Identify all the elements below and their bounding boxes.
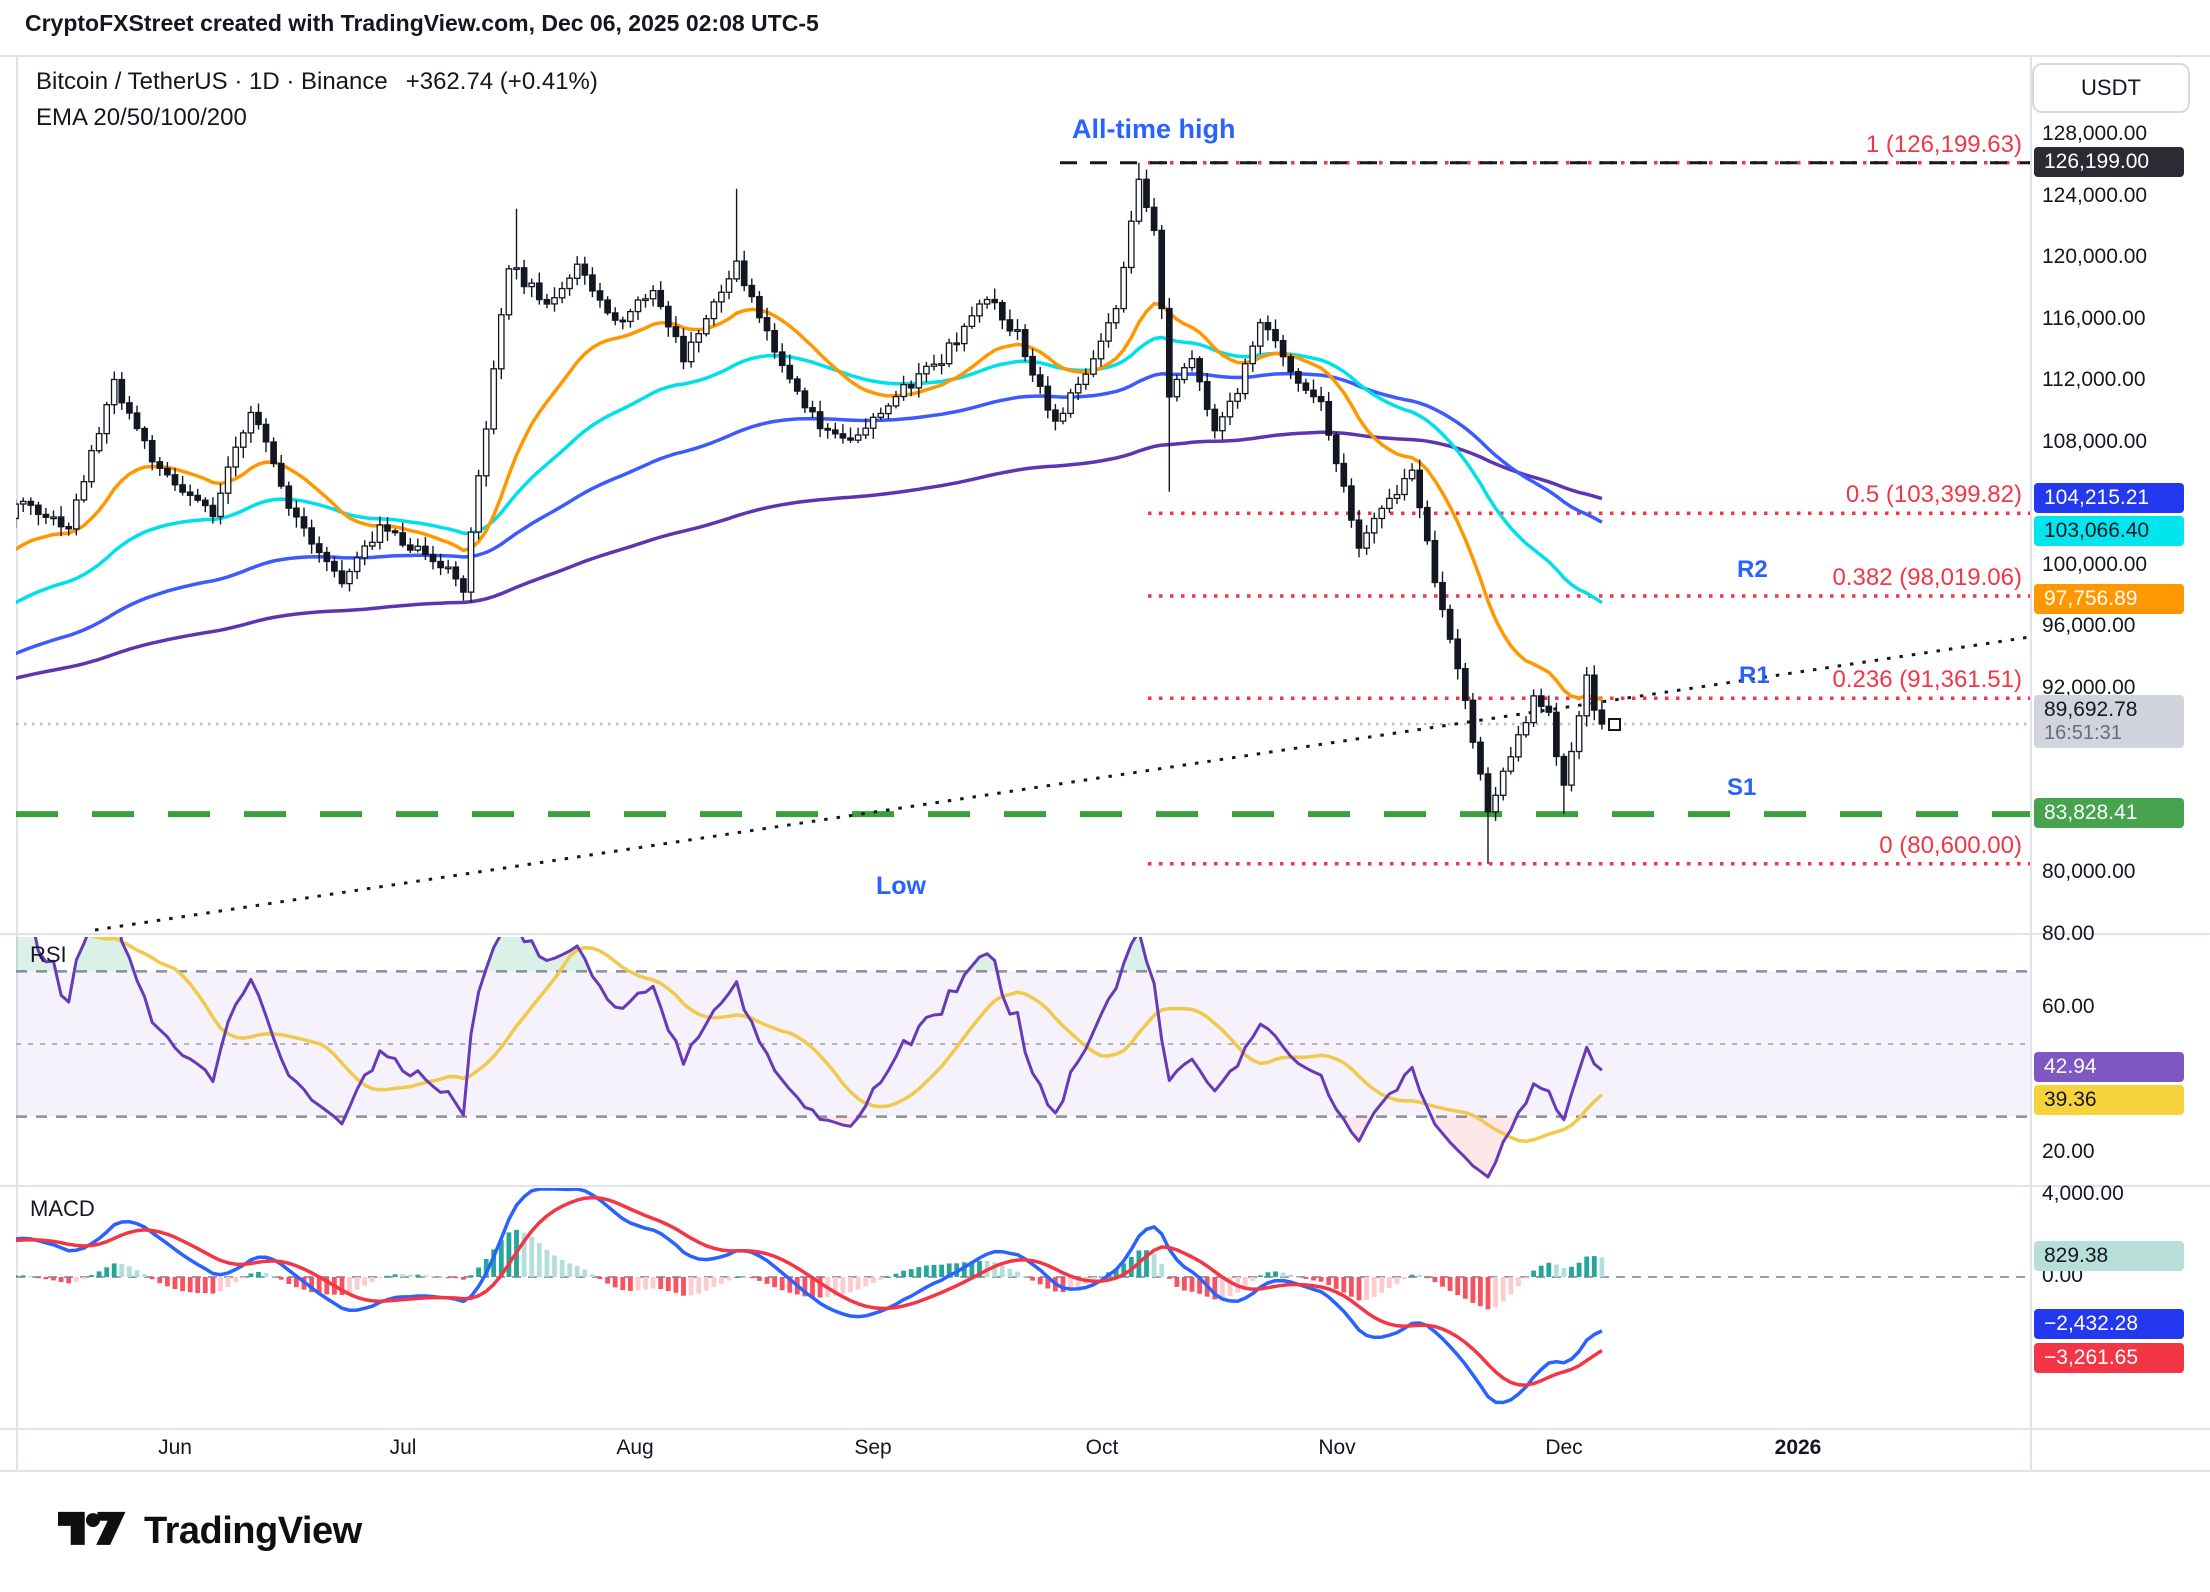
tradingview-logo-text: TradingView (144, 1510, 362, 1552)
time-label-nov: Nov (1318, 1436, 1356, 1459)
price-scale[interactable]: USDT 128,000.00 124,000.00 120,000.00 116,0… (2032, 55, 2210, 1471)
price-tick: 124,000.00 (2042, 183, 2148, 207)
macd-badge-0: 829.38 (2034, 1240, 2184, 1271)
macd-pane-label[interactable]: MACD (30, 1196, 95, 1221)
price-tick: 128,000.00 (2042, 122, 2148, 145)
rsi-pane-divider[interactable] (0, 933, 2210, 935)
change-value: +362.74 (+0.41%) (405, 68, 598, 95)
time-axis[interactable]: Jun Jul Aug Sep Oct Nov Dec 2026 (0, 1430, 2030, 1470)
price-tick: 96,000.00 (2042, 614, 2136, 637)
time-label-jul: Jul (389, 1436, 417, 1459)
currency-toggle-button[interactable]: USDT (2032, 63, 2190, 113)
time-label-jun: Jun (158, 1436, 192, 1459)
pivot-s1-label: S1 (1727, 774, 1757, 801)
time-label-oct: Oct (1085, 1436, 1119, 1459)
rsi-tick: 20.00 (2042, 1139, 2095, 1163)
price-tick: 80,000.00 (2042, 860, 2136, 883)
time-label-sep: Sep (854, 1436, 892, 1459)
chart-legend: Bitcoin / TetherUS · 1D · Binance +362.7… (36, 68, 598, 132)
price-tick: 112,000.00 (2042, 368, 2146, 391)
price-badge-1: 104,215.21 (2034, 482, 2184, 513)
macd-pane-divider[interactable] (0, 1185, 2210, 1187)
price-badge-0: 126,199.00 (2034, 146, 2184, 177)
low-label: Low (876, 872, 926, 900)
credit-line: CryptoFXStreet created with TradingView.… (25, 10, 819, 36)
chart-bottom-border (0, 1470, 2210, 1472)
last-price-marker (1607, 717, 1621, 731)
symbol-title[interactable]: Bitcoin / TetherUS · 1D · Binance (36, 68, 388, 95)
price-badge-2: 103,066.40 (2034, 516, 2184, 547)
price-tick: 120,000.00 (2042, 245, 2148, 268)
rsi-tick: 60.00 (2042, 994, 2095, 1018)
fib-level-label-2: 0.382 (98,019.06) (1832, 563, 2022, 591)
fib-level-label-4: 0 (80,600.00) (1879, 831, 2022, 859)
tradingview-logo[interactable]: TradingView (58, 1502, 362, 1561)
tradingview-logo-icon (58, 1502, 128, 1561)
rsi-pane-label[interactable]: RSI (30, 942, 67, 967)
price-tick: 100,000.00 (2042, 552, 2148, 576)
chart-top-border (0, 55, 2210, 57)
price-tick: 108,000.00 (2042, 429, 2148, 453)
chart-left-border (16, 55, 18, 1471)
all-time-high-label: All-time high (1072, 114, 1236, 144)
fib-level-label-1: 0.5 (103,399.82) (1845, 481, 2022, 509)
price-scale-divider[interactable] (2030, 55, 2032, 1471)
fib-level-label-0: 1 (126,199.63) (1865, 130, 2022, 158)
time-label-2026: 2026 (1774, 1436, 1822, 1459)
macd-badge-1: −2,432.28 (2034, 1308, 2184, 1339)
pivot-r2-label: R2 (1737, 556, 1768, 583)
price-badge-4: 89,692.78 16:51:31 (2034, 694, 2184, 748)
fib-level-label-3: 0.236 (91,361.51) (1832, 666, 2022, 694)
rsi-tick: 80.00 (2042, 922, 2095, 945)
pivot-r1-label: R1 (1739, 662, 1770, 689)
rsi-badge-0: 42.94 (2034, 1051, 2184, 1082)
price-badge-3: 97,756.89 (2034, 583, 2184, 614)
macd-badge-2: −3,261.65 (2034, 1342, 2184, 1373)
time-label-aug: Aug (616, 1436, 654, 1459)
price-tick: 116,000.00 (2042, 306, 2146, 330)
time-label-dec: Dec (1545, 1436, 1583, 1459)
price-tick: 92,000.00 (2042, 675, 2136, 699)
price-badge-5: 83,828.41 (2034, 798, 2184, 829)
time-axis-border (0, 1428, 2210, 1430)
indicator-legend[interactable]: EMA 20/50/100/200 (36, 104, 247, 131)
macd-tick: 4,000.00 (2042, 1182, 2124, 1205)
rsi-badge-1: 39.36 (2034, 1084, 2184, 1115)
